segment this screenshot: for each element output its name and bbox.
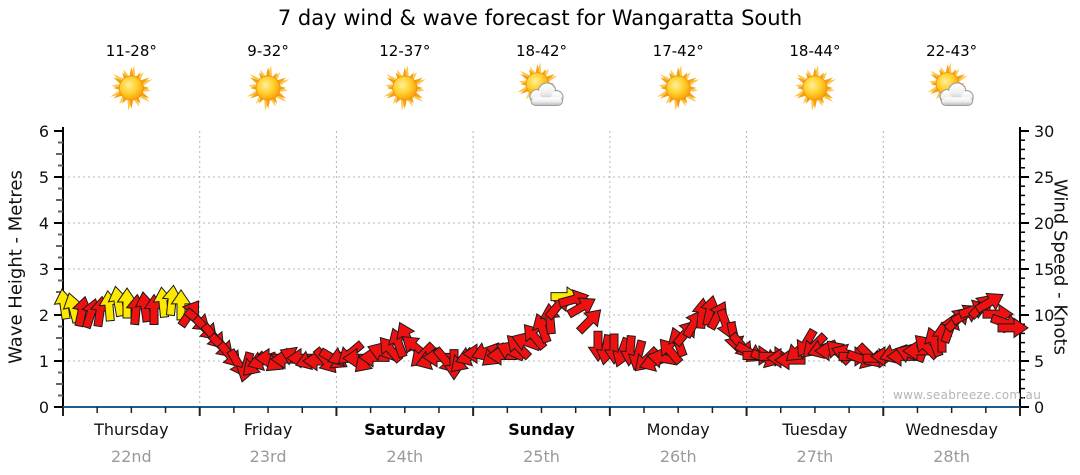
wave-height-tick-label: 0 — [39, 398, 49, 417]
wave-height-tick-label: 1 — [39, 352, 49, 371]
wind-arrow — [575, 309, 602, 335]
day-temperature: 9-32° — [247, 42, 289, 60]
day-temperature: 12-37° — [379, 42, 431, 60]
day-date-label: 28th — [933, 447, 971, 466]
wind-speed-tick-label: 5 — [1034, 352, 1044, 371]
wave-height-tick-label: 5 — [39, 168, 49, 187]
day-name-label: Tuesday — [782, 420, 848, 439]
day-date-label: 23rd — [249, 447, 287, 466]
day-name-label: Monday — [646, 420, 710, 439]
wind-arrow — [997, 317, 1029, 339]
day-temperature: 11-28° — [105, 42, 157, 60]
day-temperature: 17-42° — [652, 42, 704, 60]
day-temperature: 18-44° — [789, 42, 841, 60]
wind-speed-tick-label: 30 — [1034, 122, 1054, 141]
wind-speed-tick-label: 0 — [1034, 398, 1044, 417]
page-title: 7 day wind & wave forecast for Wangaratt… — [277, 6, 803, 30]
wind-speed-tick-label: 20 — [1034, 214, 1054, 233]
wind-arrow — [659, 338, 684, 366]
day-date-label: 24th — [386, 447, 424, 466]
wind-arrow — [706, 300, 728, 331]
watermark: www.seabreeze.com.au — [893, 388, 1042, 402]
wave-height-tick-label: 2 — [39, 306, 49, 325]
day-date-label: 25th — [523, 447, 560, 466]
sun-icon — [383, 65, 426, 111]
day-temperature: 18-42° — [515, 42, 568, 60]
day-name-label: Thursday — [94, 420, 169, 439]
wind-speed-tick-label: 10 — [1034, 306, 1054, 325]
day-name-label: Saturday — [364, 420, 446, 439]
wave-height-tick-label: 6 — [39, 122, 49, 141]
day-name-label: Sunday — [508, 420, 575, 439]
wind-speed-tick-label: 25 — [1034, 168, 1054, 187]
wave-height-tick-label: 4 — [39, 214, 49, 233]
sun-cloud-icon — [517, 62, 564, 107]
day-name-label: Wednesday — [905, 420, 998, 439]
wave-height-tick-label: 3 — [39, 260, 49, 279]
day-date-label: 26th — [659, 447, 697, 466]
wind-arrow — [161, 284, 183, 317]
wind-speed-tick-label: 15 — [1034, 260, 1054, 279]
sun-icon — [657, 65, 700, 111]
day-temperature: 22-43° — [926, 42, 978, 60]
sun-icon — [110, 65, 153, 111]
sun-cloud-icon — [927, 62, 974, 107]
day-date-label: 22nd — [111, 447, 152, 466]
sun-icon — [246, 65, 290, 111]
day-name-label: Friday — [243, 420, 293, 439]
wind-arrow — [974, 292, 1004, 314]
sun-icon — [793, 65, 837, 111]
day-date-label: 27th — [796, 447, 834, 466]
